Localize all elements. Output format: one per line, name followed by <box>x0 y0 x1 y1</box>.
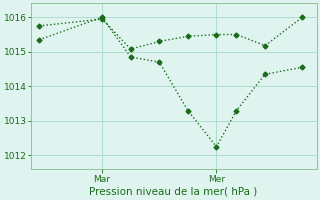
X-axis label: Pression niveau de la mer( hPa ): Pression niveau de la mer( hPa ) <box>90 187 258 197</box>
